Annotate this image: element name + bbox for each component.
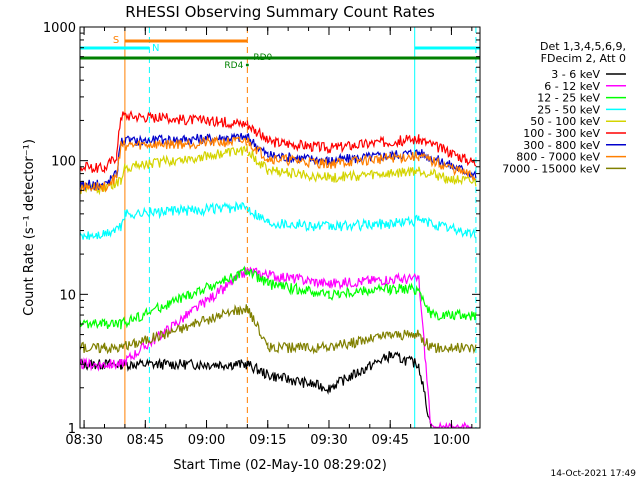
series-line-25-50-keV-part-1 (246, 206, 477, 239)
plot-frame (79, 26, 481, 429)
y-axis-label: Count Rate (s⁻¹ detector⁻¹) (22, 139, 37, 316)
x-tick-label-4: 09:30 (310, 433, 347, 448)
series-line-7000-15000-keV-part-0 (79, 304, 248, 355)
series-line-25-50-keV-part-0 (79, 200, 248, 240)
legend-label-2: 12 - 25 keV (537, 92, 600, 105)
series-line-800-7000-keV-part-1 (246, 138, 477, 182)
series-line-6-12-keV-part-1 (246, 266, 472, 430)
state-label-n: N (152, 43, 159, 54)
chart-title: RHESSI Observing Summary Count Rates (125, 3, 435, 21)
series-line-50-100-keV-part-1 (247, 150, 477, 187)
y-tick-label-2: 100 (51, 155, 76, 170)
x-tick-label-2: 09:00 (188, 433, 225, 448)
y-tick-label-3: 1000 (43, 21, 76, 36)
legend: Det 1,3,4,5,6,9,FDecim 2, Att 0 3 - 6 keV… (502, 40, 626, 175)
marker-dot-rd4 (245, 63, 249, 67)
y-tick-label-1: 10 (59, 288, 76, 303)
legend-label-4: 50 - 100 keV (530, 115, 600, 128)
plot-area: S N RD0 RD4 (79, 27, 480, 430)
x-tick-label-5: 09:45 (371, 433, 408, 448)
y-tick-label-0: 1 (68, 422, 76, 437)
legend-label-0: 3 - 6 keV (551, 68, 600, 81)
series-line-12-25-keV-part-1 (246, 268, 477, 321)
legend-label-7: 800 - 7000 keV (516, 151, 600, 164)
x-tick-label-3: 09:15 (249, 433, 286, 448)
legend-label-1: 6 - 12 keV (544, 80, 600, 93)
series-line-3-6-keV-part-0 (79, 357, 248, 372)
legend-header-0: Det 1,3,4,5,6,9, (540, 40, 626, 53)
x-tick-label-0: 08:30 (65, 433, 102, 448)
legend-header-1: FDecim 2, Att 0 (541, 52, 626, 65)
marker-label-rd4: RD4 (224, 61, 243, 71)
legend-label-8: 7000 - 15000 keV (502, 162, 600, 175)
series-line-300-800-keV-part-0 (79, 132, 248, 193)
series-line-6-12-keV-part-0 (79, 267, 248, 372)
state-label-rd0: RD0 (253, 53, 272, 63)
x-tick-label-1: 08:45 (127, 433, 164, 448)
legend-label-3: 25 - 50 keV (537, 103, 600, 116)
x-axis-label: Start Time (02-May-10 08:29:02) (173, 458, 387, 473)
series-line-100-300-keV-part-1 (246, 120, 477, 167)
series-line-100-300-keV-part-0 (79, 109, 248, 174)
series-line-50-100-keV-part-0 (79, 145, 248, 196)
state-label-s: S (113, 35, 119, 46)
series-line-800-7000-keV-part-0 (79, 135, 248, 193)
legend-label-5: 100 - 300 keV (523, 127, 600, 140)
series-line-3-6-keV-part-1 (246, 351, 432, 428)
series-line-7000-15000-keV-part-1 (246, 306, 477, 355)
series-line-300-800-keV-part-1 (246, 133, 477, 179)
series-line-12-25-keV-part-0 (79, 265, 248, 330)
footer-date: 14-Oct-2021 17:49 (551, 469, 637, 479)
axes: 08:30 08:45 09:00 09:15 09:30 09:45 10:00 1 10 10… (22, 21, 481, 448)
x-tick-label-6: 10:00 (433, 433, 470, 448)
legend-label-6: 300 - 800 keV (523, 139, 600, 152)
